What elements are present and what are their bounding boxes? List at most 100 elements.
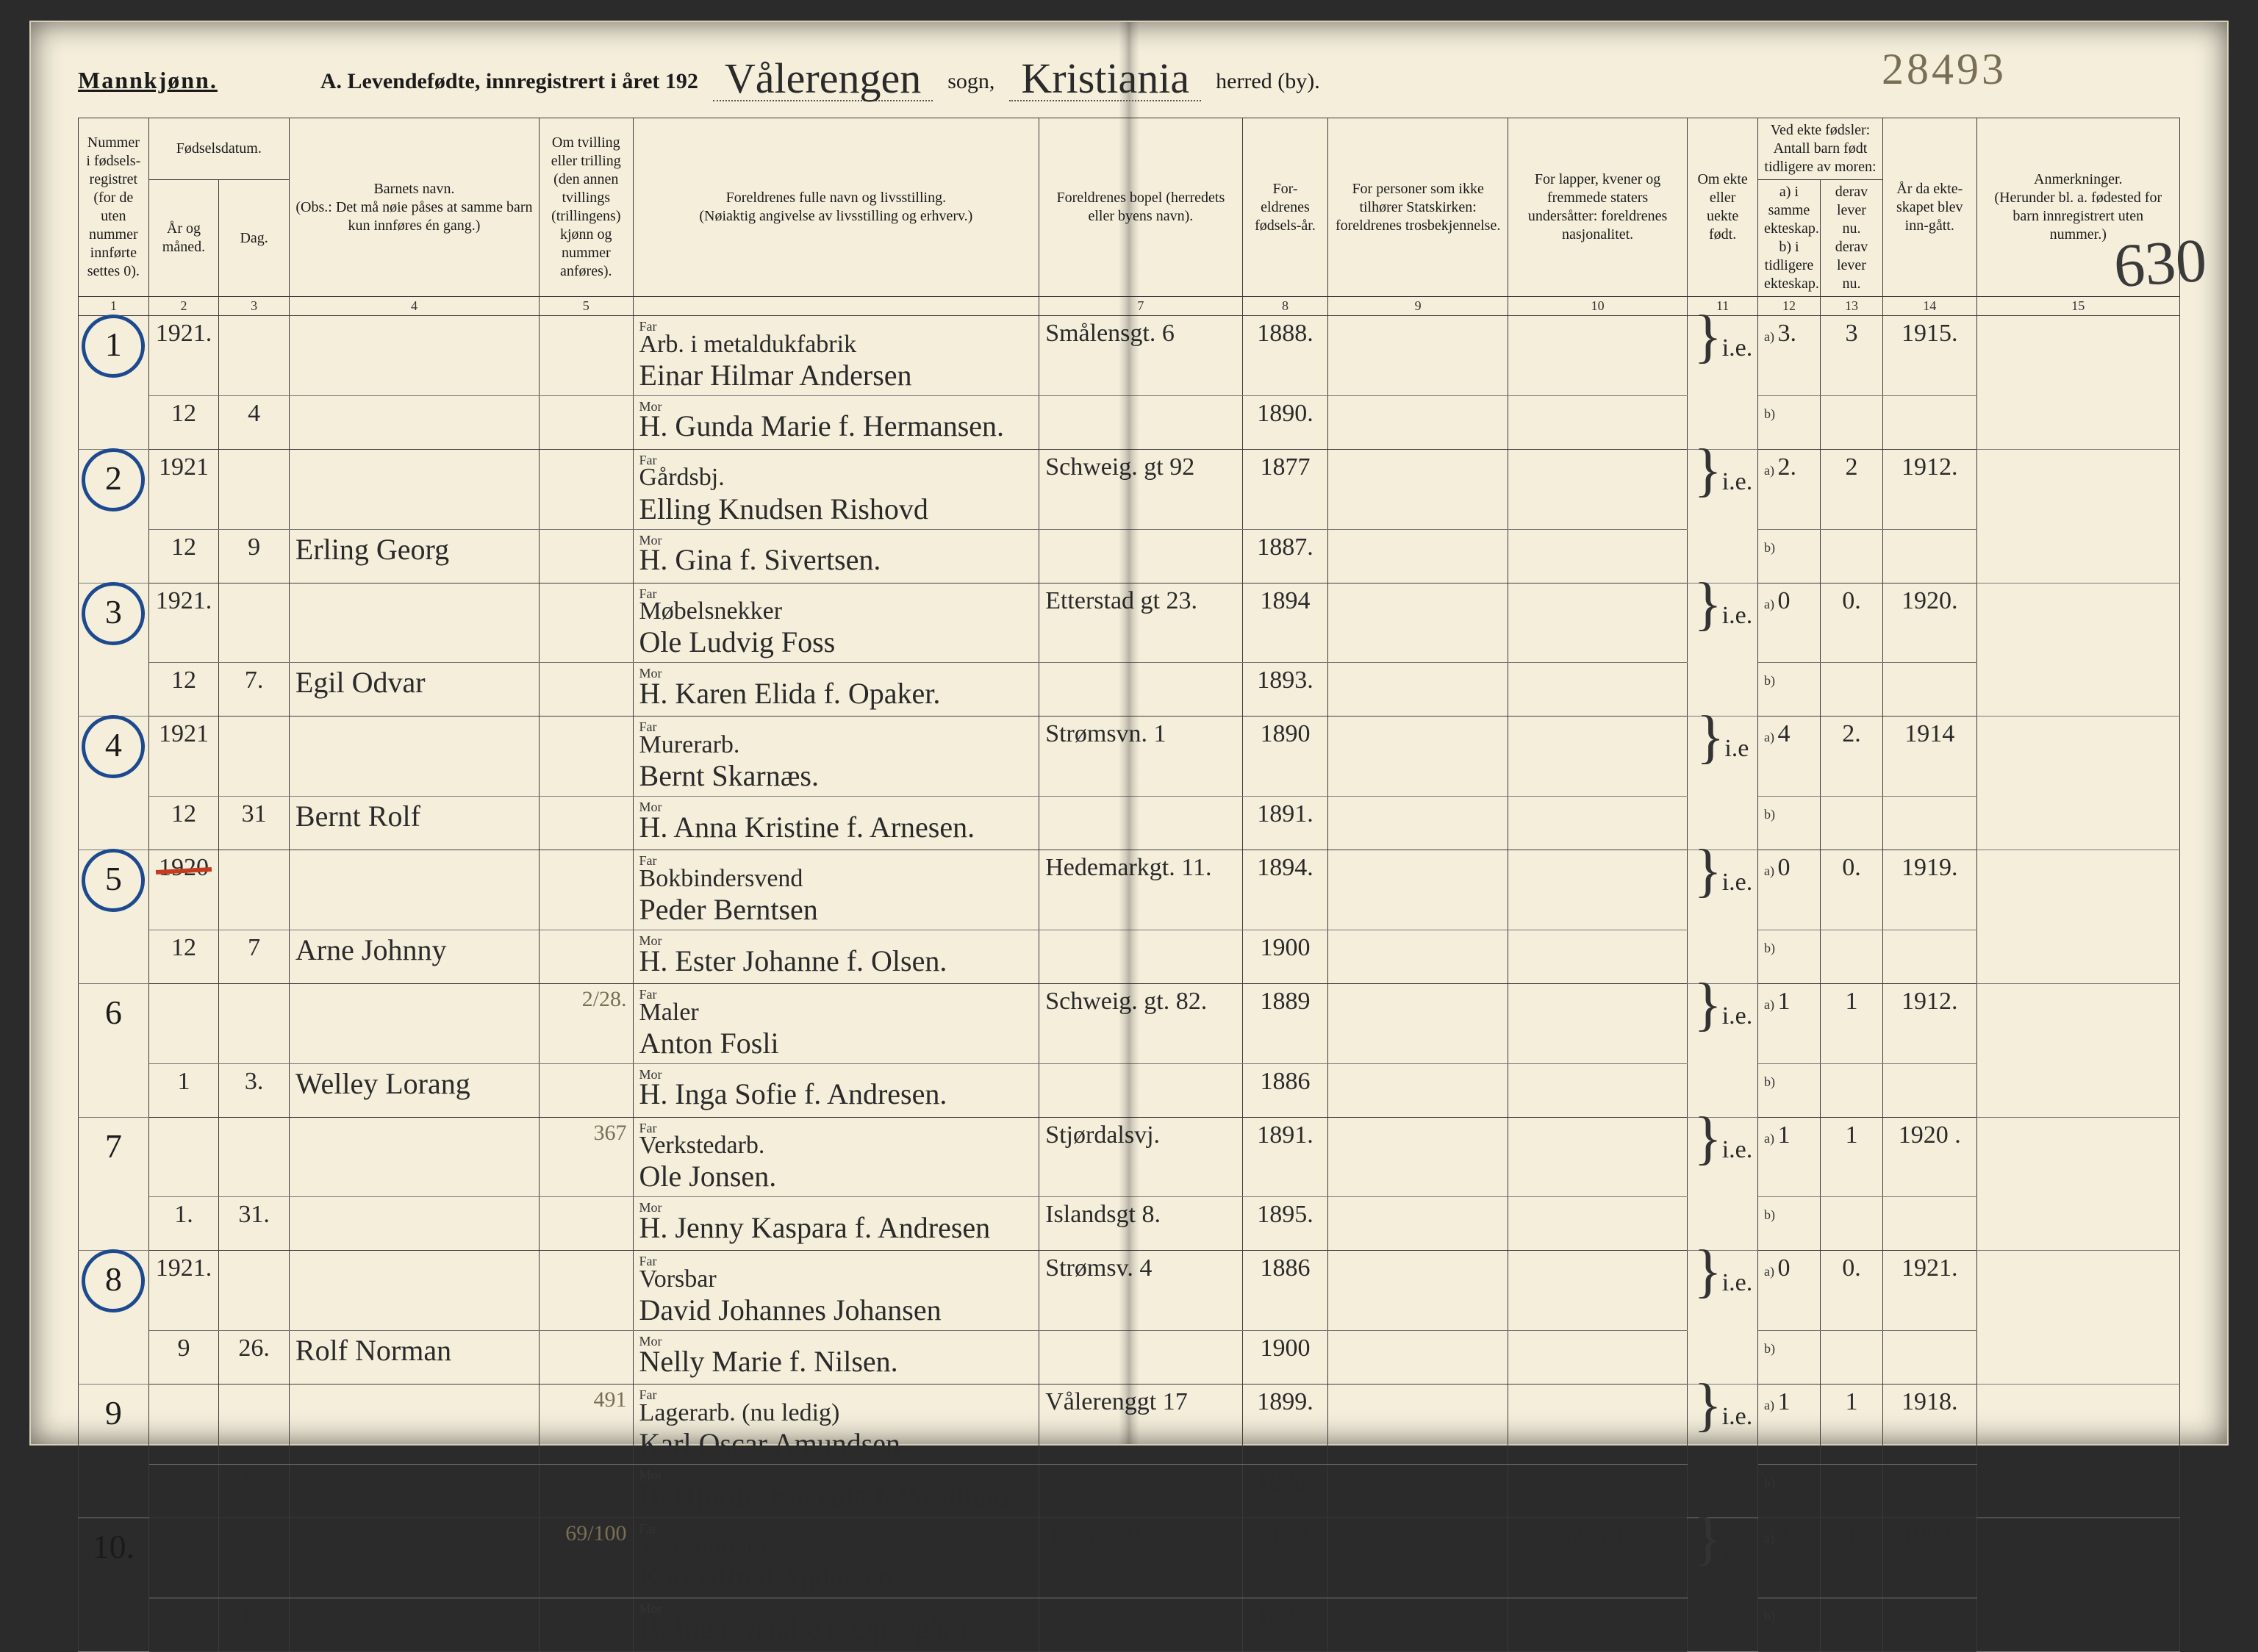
record-number-text: 3 (105, 593, 122, 631)
col-7-header: Foreldrenes bopel (herredets eller byens… (1039, 118, 1242, 297)
day-cell: 8. (219, 1598, 290, 1651)
marriage-year: 1908. (1902, 1522, 1958, 1549)
year-text: 1921. (156, 587, 212, 614)
living-cell-top: 3 (1820, 316, 1882, 396)
col-6-header: Foreldrenes fulle navn og livsstilling. … (633, 118, 1039, 297)
month-cell: 12 (148, 395, 219, 449)
record-row-top: 11921.FarArb. i metaldukfabrikEinar Hilm… (79, 316, 2180, 396)
father-cell: FarMalerAnton Fosli (633, 983, 1039, 1063)
address-text: Strømsvn. 1 (1045, 720, 1166, 747)
remarks-cell (1976, 983, 2179, 1117)
nationality-text: svensk. (1560, 1522, 1635, 1549)
marriage-year-cell-bot (1883, 1598, 1977, 1651)
day-cell-top (219, 1518, 290, 1598)
a-label: a) (1764, 730, 1777, 744)
day-text: 31 (242, 800, 267, 827)
marriage-year-cell: 1914 (1883, 717, 1977, 797)
legitimate-text: i.e. (1722, 468, 1753, 495)
twin-cell-bot (540, 797, 634, 850)
record-row-bottom: 15.MorH. Hjørdis Eugenia f. Westlund1898… (79, 1465, 2180, 1518)
living-count: 0. (1842, 587, 1861, 614)
count-a-cell: a) 1 (1757, 1117, 1820, 1197)
year-cell: 1921. (148, 1251, 219, 1331)
twin-cell-top (540, 316, 634, 396)
address-cell-bot (1039, 1331, 1242, 1385)
year-cell: 1921. (148, 583, 219, 663)
remarks-cell (1976, 316, 2179, 450)
day-cell-top (219, 1385, 290, 1465)
father-name: Ole Ludvig Foss (639, 625, 836, 658)
religion-cell-top (1328, 316, 1508, 396)
twin-cell-bot (540, 1197, 634, 1251)
name-cell: Rolf Norman (289, 1331, 539, 1385)
month-text: 12 (171, 934, 196, 961)
mother-year-cell: 1900 (1242, 930, 1328, 983)
father-cell: FarArb. i metaldukfabrikEinar Hilmar And… (633, 316, 1039, 396)
address-text: Hedemarkgt. 11. (1045, 854, 1211, 881)
mother-name: Nelly Marie f. Nilsen. (639, 1345, 898, 1378)
living-count: 0. (1842, 854, 1861, 881)
marriage-year-cell-bot (1883, 1197, 1977, 1251)
religion-cell-bot (1328, 1331, 1508, 1385)
name-cell: Arne Johnny (289, 930, 539, 983)
father-year-cell: 1886 (1242, 1251, 1328, 1331)
record-number-cell: 7 (79, 1117, 149, 1251)
year-text: 1921 (159, 720, 209, 747)
year-text: 1921. (156, 320, 212, 347)
remarks-cell (1976, 449, 2179, 583)
address-cell-top: Strømsv. 4 (1039, 1251, 1242, 1331)
religion-cell-top (1328, 717, 1508, 797)
living-cell-bot (1820, 930, 1882, 983)
count-a: 0 (1777, 587, 1790, 614)
twin-cell-top (540, 850, 634, 930)
page-number-630: 630 (2112, 225, 2209, 303)
brace-icon: } (1694, 572, 1721, 636)
pencil-note-col5: 2/28. (582, 987, 627, 1011)
col-4-header: Barnets navn. (Obs.: Det må nøie påses a… (289, 118, 539, 297)
address-cell-top: Strømsvn. 1 (1039, 717, 1242, 797)
living-count: 2. (1842, 720, 1861, 747)
twin-cell-bot (540, 1331, 634, 1385)
remarks-cell (1976, 583, 2179, 717)
living-count: 3. (1842, 1522, 1861, 1549)
record-number-cell: 5 (79, 850, 149, 984)
father-title: Bokbindersvend (639, 865, 803, 892)
legitimate-text: i.e. (1722, 334, 1753, 362)
count-a-cell: a) 0 (1757, 583, 1820, 663)
living-cell-top: 3. (1820, 1518, 1882, 1598)
living-count: 0. (1842, 1254, 1861, 1282)
mother-cell: MorH. Inga Natalie f. Oppegård (633, 1598, 1039, 1651)
col-12-header: a) i samme ekteskap. b) i tidligere ekte… (1757, 180, 1820, 297)
month-text: 1 (177, 1602, 190, 1629)
living-count: 2 (1845, 453, 1857, 481)
record-number-cell: 8 (79, 1251, 149, 1385)
address-text: Strømsv. 4 (1045, 1254, 1152, 1282)
father-title: Vorsbar (639, 1265, 717, 1293)
count-b-cell: b) (1757, 1063, 1820, 1117)
father-year-cell: 1890 (1242, 717, 1328, 797)
col-12-13-top: Ved ekte fødsler: Antall barn født tidli… (1757, 118, 1882, 180)
legitimate-text: i.e. (1722, 1537, 1753, 1564)
page: 28493 630 Mannkjønn. A. Levendefødte, in… (0, 0, 2258, 1466)
pencil-annotation-top: 28493 (1882, 44, 2007, 95)
colnum: 4 (289, 297, 539, 316)
father-name: Bernt Skarnæs. (639, 759, 819, 792)
marriage-year-cell: 1912. (1883, 983, 1977, 1063)
living-cell-bot (1820, 1197, 1882, 1251)
twin-cell-top: 2/28. (540, 983, 634, 1063)
marriage-year-cell-bot (1883, 930, 1977, 983)
record-row-bottom: 127Arne JohnnyMorH. Ester Johanne f. Ols… (79, 930, 2180, 983)
colnum: 13 (1820, 297, 1882, 316)
brace-icon: } (1694, 1373, 1721, 1437)
header-sogn-label: sogn, (947, 69, 994, 94)
pencil-note-col5: 491 (594, 1387, 627, 1412)
mother-year-cell: 1893. (1242, 663, 1328, 717)
colnum: 10 (1508, 297, 1687, 316)
record-row-top: 7367FarVerkstedarb.Ole Jonsen.Stjørdalsv… (79, 1117, 2180, 1197)
address-cell-bot (1039, 930, 1242, 983)
living-cell-bot (1820, 1063, 1882, 1117)
count-b-cell: b) (1757, 663, 1820, 717)
marriage-year-cell-bot (1883, 395, 1977, 449)
twin-cell-top (540, 717, 634, 797)
living-cell-bot (1820, 395, 1882, 449)
